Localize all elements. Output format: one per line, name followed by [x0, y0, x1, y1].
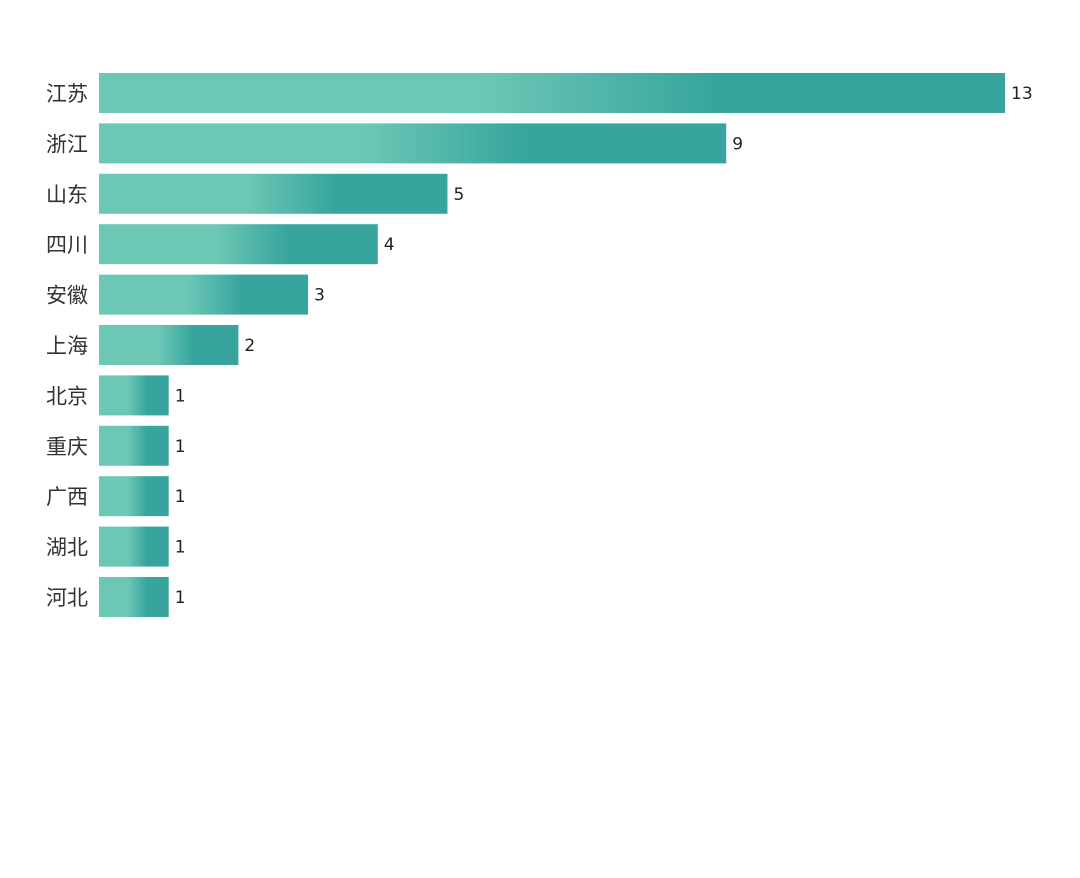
category-label: 广西 — [46, 485, 88, 509]
value-label: 13 — [1011, 84, 1033, 104]
value-label: 2 — [244, 336, 255, 356]
value-label: 9 — [732, 134, 743, 154]
bar-8 — [99, 425, 169, 466]
category-label: 重庆 — [46, 435, 88, 459]
bars-group — [99, 73, 1005, 617]
category-label: 安徽 — [46, 284, 88, 308]
bar-7 — [99, 375, 169, 416]
value-label: 1 — [175, 538, 186, 558]
bar-11 — [99, 577, 169, 617]
value-label: 4 — [384, 235, 395, 255]
category-label: 浙江 — [46, 132, 88, 156]
category-label: 上海 — [46, 334, 88, 358]
category-label: 江苏 — [46, 82, 88, 106]
bar-6 — [99, 325, 239, 365]
bar-1 — [99, 73, 1005, 113]
bar-2 — [99, 123, 727, 164]
value-label: 3 — [314, 286, 325, 306]
value-label: 1 — [175, 588, 186, 608]
value-label: 1 — [175, 487, 186, 507]
bar-5 — [99, 274, 309, 315]
bar-4 — [99, 224, 378, 265]
bar-3 — [99, 173, 448, 214]
category-label: 四川 — [46, 233, 88, 257]
value-label: 1 — [175, 386, 186, 406]
value-label: 1 — [175, 437, 186, 457]
value-label: 5 — [453, 185, 464, 205]
category-label: 北京 — [46, 384, 88, 408]
category-label: 山东 — [46, 183, 88, 207]
bar-9 — [99, 476, 169, 517]
category-label: 湖北 — [46, 536, 88, 560]
category-label: 河北 — [46, 586, 88, 610]
bar-10 — [99, 526, 169, 567]
value-labels-group: 13 9 5 4 3 2 1 1 1 1 1 — [175, 84, 1033, 608]
